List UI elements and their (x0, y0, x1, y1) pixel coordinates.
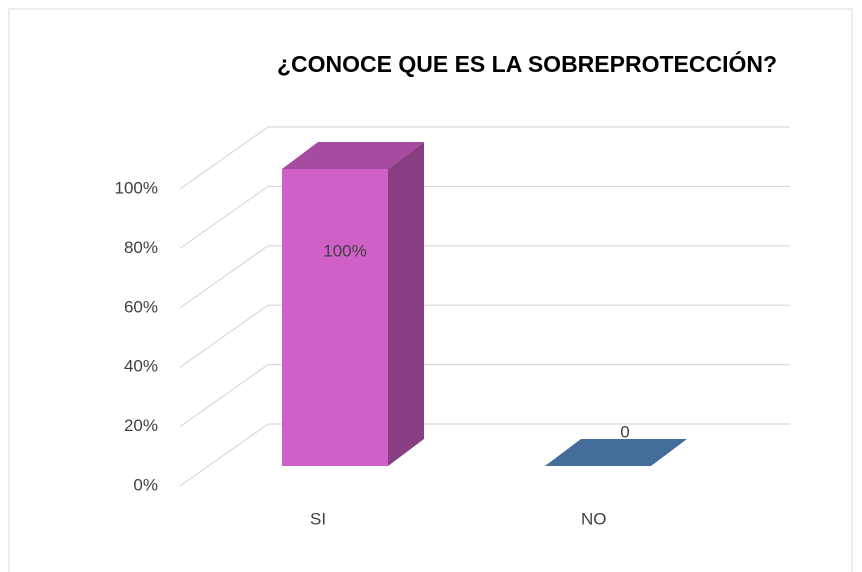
y-tick-label: 40% (124, 357, 158, 376)
grid-line (179, 126, 269, 190)
value-label: 0 (620, 422, 629, 441)
y-tick-label: 80% (124, 238, 158, 257)
bar-front (282, 169, 388, 466)
x-tick-label: SI (310, 509, 326, 528)
chart-border (8, 8, 853, 572)
bar-top-shade (282, 142, 424, 169)
bar-top-shade (545, 439, 687, 466)
grid-line (179, 185, 269, 249)
chart-title: ¿CONOCE QUE ES LA SOBREPROTECCIÓN? (277, 50, 777, 77)
grid-line (179, 304, 269, 368)
y-tick-label: 60% (124, 297, 158, 316)
bar-side-shade (388, 142, 424, 466)
grid-line (179, 245, 269, 309)
value-label: 100% (323, 241, 366, 260)
y-tick-label: 100% (115, 178, 158, 197)
x-tick-label: NO (581, 509, 607, 528)
grid-line (179, 364, 269, 428)
grid-line (179, 423, 269, 487)
y-tick-label: 0% (133, 475, 158, 494)
bar-top (282, 142, 424, 169)
y-tick-label: 20% (124, 416, 158, 435)
bar-top (545, 439, 687, 466)
bar-side (388, 142, 424, 466)
